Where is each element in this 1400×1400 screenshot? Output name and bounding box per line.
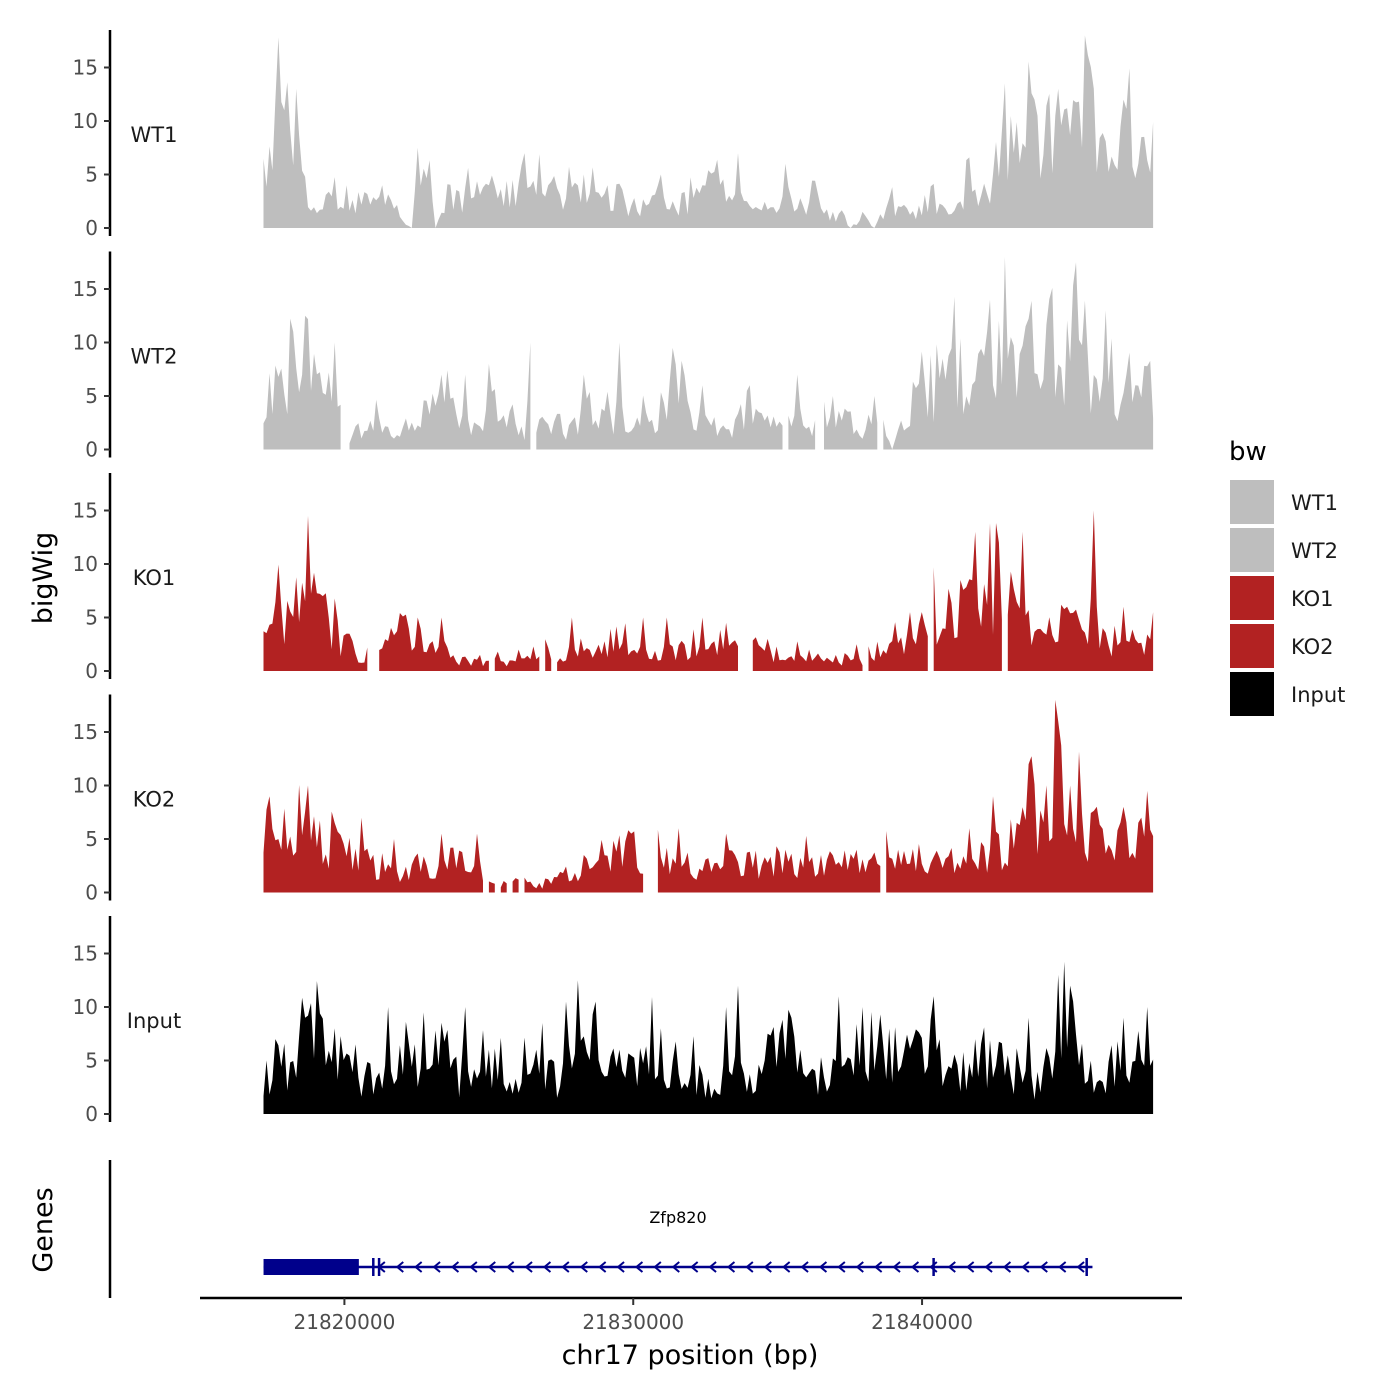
strand-arrow (929, 1261, 938, 1273)
strand-arrow (818, 1261, 828, 1273)
strand-arrow (1002, 1261, 1012, 1273)
strand-arrow (910, 1261, 920, 1273)
strand-arrow (837, 1261, 846, 1273)
track-label-ko2: KO2 (133, 788, 176, 812)
area-ko1 (263, 510, 1154, 671)
y-tick-label: 15 (73, 942, 98, 966)
legend-key-ko1 (1230, 576, 1274, 620)
track-label-wt1: WT1 (131, 123, 178, 147)
x-tick-label: 21840000 (871, 1310, 973, 1334)
track-panel-ko2: 0 5 10 15 KO2 (73, 694, 1154, 905)
tracks: 0 5 10 15 WT1 0 5 10 15 WT2 0 5 10 15 KO1 0 5 10 15 KO2 0 5 10… (73, 30, 1154, 1126)
legend-key-wt2 (1230, 528, 1274, 572)
y-tick-label: 5 (85, 1049, 98, 1073)
y-tick-label: 10 (73, 995, 98, 1019)
legend-label-wt1: WT1 (1291, 491, 1338, 515)
y-tick-label: 5 (85, 384, 98, 408)
y-tick-label: 10 (73, 331, 98, 355)
y-axis-title-genes: Genes (28, 1187, 59, 1272)
strand-arrow (506, 1261, 515, 1273)
y-tick-label: 5 (85, 163, 98, 187)
strand-arrow (1058, 1261, 1067, 1273)
gene-thick-block (263, 1259, 359, 1275)
strand-arrow (616, 1261, 625, 1273)
strand-arrow (800, 1261, 809, 1273)
x-axis-title: chr17 position (bp) (562, 1340, 819, 1371)
gene-track: Zfp820 (108, 1160, 1093, 1298)
legend-label-ko1: KO1 (1291, 587, 1334, 611)
area-input (263, 961, 1154, 1114)
strand-arrow (947, 1261, 956, 1273)
strand-arrow (892, 1261, 901, 1273)
strand-arrow (579, 1261, 588, 1273)
strand-arrow (524, 1261, 533, 1273)
y-tick-label: 0 (85, 881, 98, 905)
y-tick-label: 10 (73, 552, 98, 576)
area-wt2 (263, 256, 1154, 450)
strand-arrow (690, 1261, 699, 1273)
y-tick-label: 0 (85, 659, 98, 683)
strand-arrow (653, 1261, 662, 1273)
legend-key-input (1230, 672, 1274, 716)
legend-key-wt1 (1230, 480, 1274, 524)
y-tick-label: 15 (73, 499, 98, 523)
strand-arrow (450, 1261, 460, 1273)
strand-arrow (487, 1261, 496, 1273)
strand-arrow (634, 1261, 644, 1273)
y-tick-label: 5 (85, 606, 98, 630)
y-tick-label: 10 (73, 109, 98, 133)
x-axis: 21820000 21830000 21840000 (200, 1296, 1182, 1334)
y-tick-label: 0 (85, 216, 98, 240)
y-tick-label: 0 (85, 438, 98, 462)
strand-arrow (377, 1261, 386, 1273)
gene-label-zfp820: Zfp820 (649, 1208, 706, 1227)
track-label-input: Input (127, 1009, 181, 1033)
legend-label-input: Input (1291, 683, 1345, 707)
strand-arrow (745, 1261, 754, 1273)
strand-arrow (414, 1261, 423, 1273)
legend-title: bw (1229, 437, 1267, 467)
y-tick-label: 5 (85, 827, 98, 851)
strand-arrow (561, 1261, 570, 1273)
strand-arrow (1039, 1261, 1048, 1273)
strand-arrow (671, 1261, 680, 1273)
track-panel-input: 0 5 10 15 Input (73, 916, 1154, 1126)
strand-arrow (395, 1261, 404, 1273)
y-tick-label: 15 (73, 277, 98, 301)
legend-label-wt2: WT2 (1291, 539, 1338, 563)
strand-arrow (874, 1261, 883, 1273)
strand-arrow (966, 1261, 975, 1273)
legend: bw WT1 WT2 KO1 KO2 Input (1229, 437, 1345, 716)
area-ko2 (263, 699, 1154, 893)
track-label-ko1: KO1 (133, 566, 176, 590)
strand-arrow (598, 1261, 607, 1273)
track-panel-ko1: 0 5 10 15 KO1 (73, 473, 1154, 683)
strand-arrow (542, 1261, 552, 1273)
y-tick-label: 15 (73, 56, 98, 80)
strand-arrow (708, 1261, 717, 1273)
strand-arrow (855, 1261, 864, 1273)
strand-arrow (984, 1261, 993, 1273)
strand-arrow (432, 1261, 441, 1273)
strand-arrow (782, 1261, 791, 1273)
strand-arrow (469, 1261, 478, 1273)
strand-arrow (726, 1261, 736, 1273)
track-panel-wt2: 0 5 10 15 WT2 (73, 251, 1154, 462)
x-tick-label: 21820000 (294, 1310, 396, 1334)
legend-label-ko2: KO2 (1291, 635, 1334, 659)
y-tick-label: 15 (73, 720, 98, 744)
x-tick-label: 21830000 (582, 1310, 684, 1334)
strand-arrow (763, 1261, 772, 1273)
track-panel-wt1: 0 5 10 15 WT1 (73, 30, 1154, 240)
legend-key-ko2 (1230, 624, 1274, 668)
track-label-wt2: WT2 (131, 345, 178, 369)
y-tick-label: 0 (85, 1102, 98, 1126)
y-axis-title-bigwig: bigWig (28, 532, 59, 625)
strand-arrow (1076, 1261, 1085, 1273)
strand-arrow (1021, 1261, 1030, 1273)
y-tick-label: 10 (73, 774, 98, 798)
area-wt1 (263, 35, 1154, 229)
